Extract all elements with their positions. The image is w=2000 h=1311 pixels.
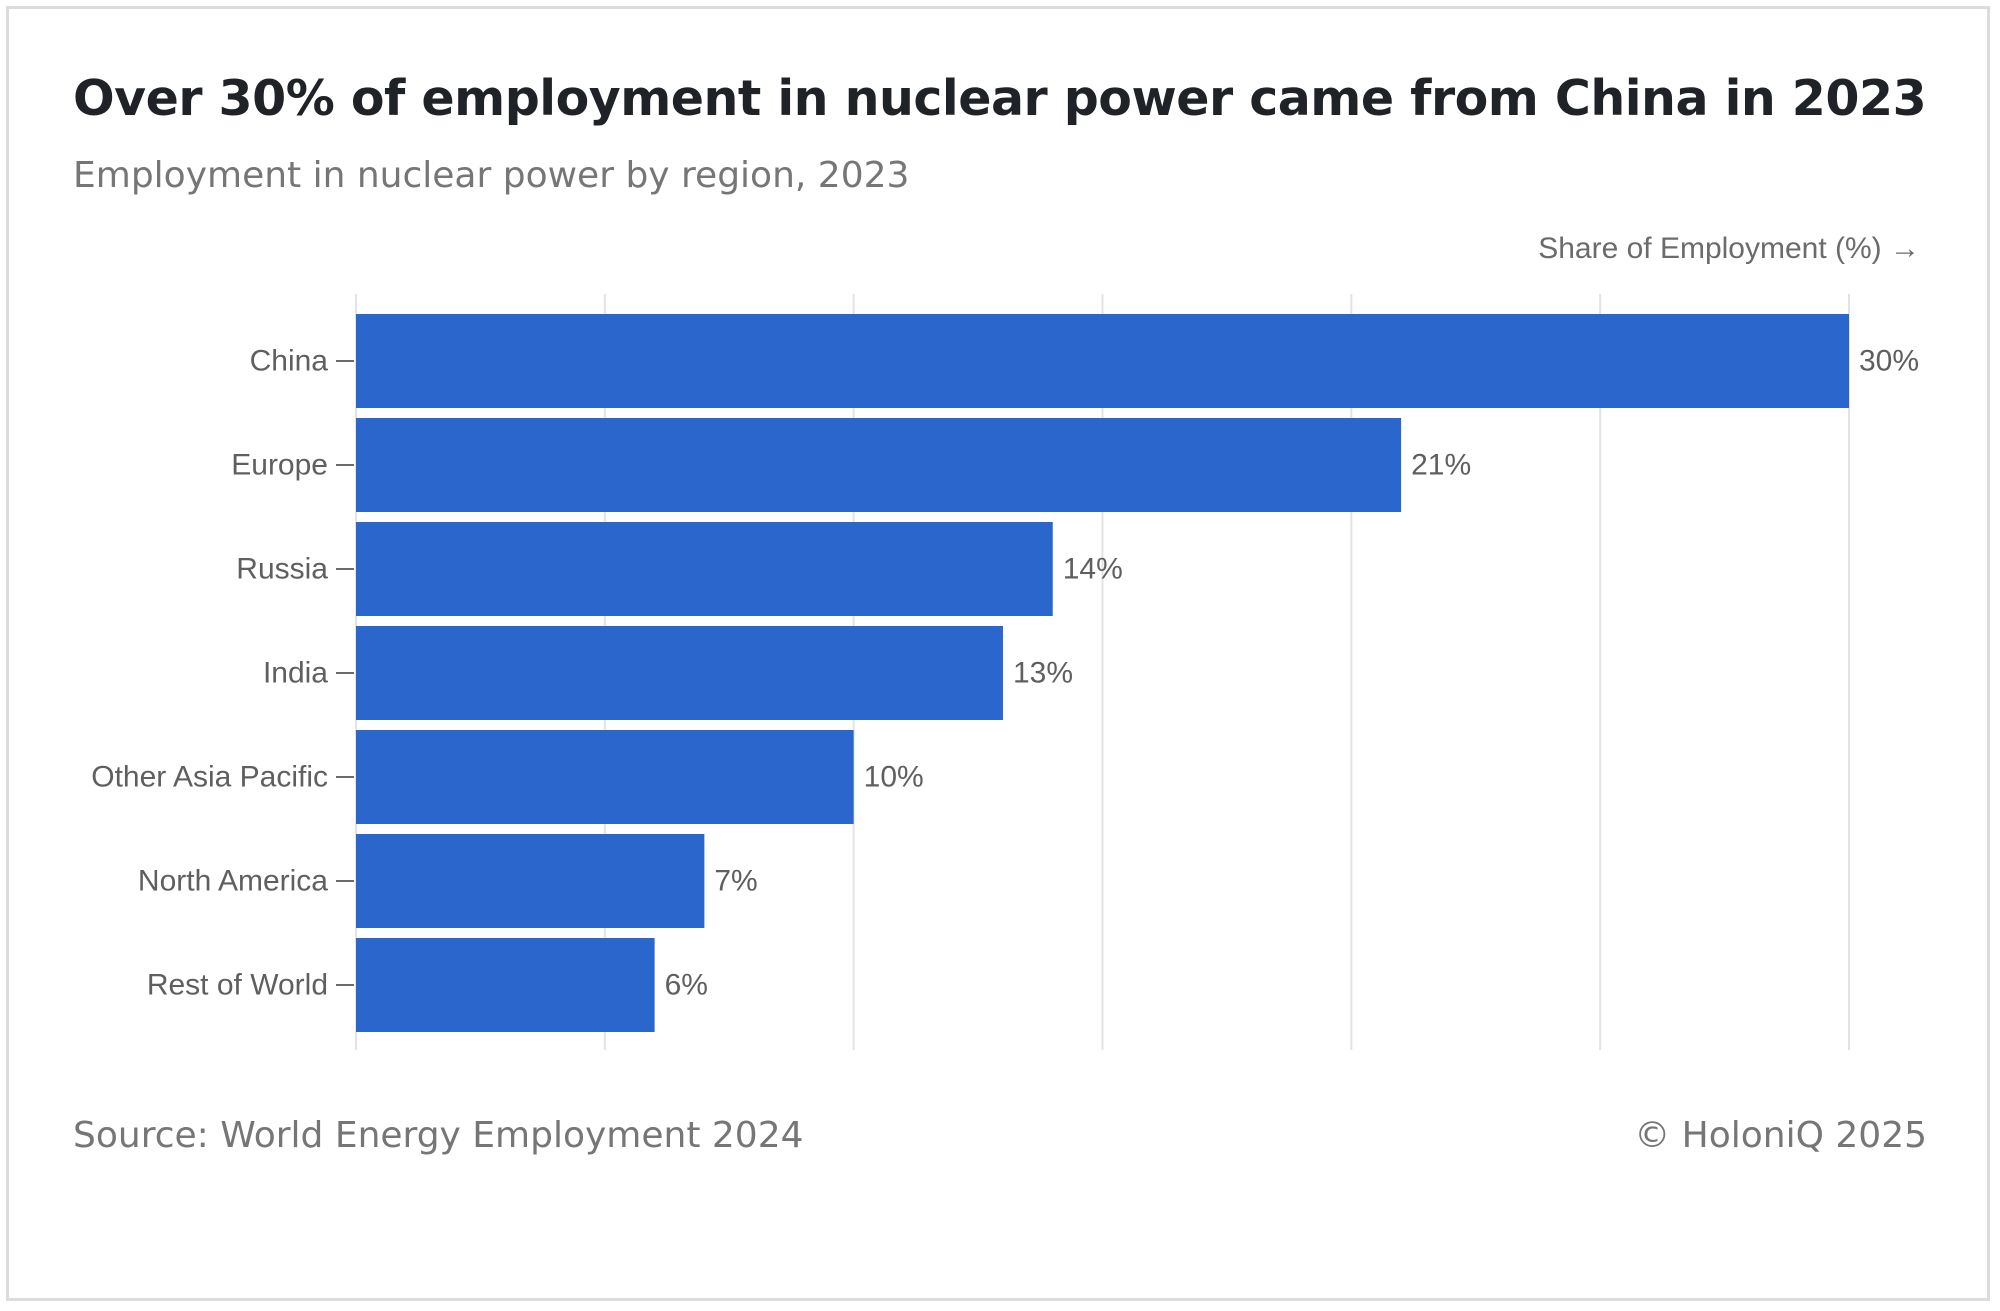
category-label: Rest of World bbox=[147, 969, 328, 1002]
category-label: Other Asia Pacific bbox=[91, 761, 328, 794]
category-label: North America bbox=[138, 865, 328, 898]
value-labels: 30% 21% 14% 13% 10% 7% 6% bbox=[665, 345, 1919, 1002]
bar bbox=[356, 314, 1849, 408]
category-label: China bbox=[250, 345, 329, 378]
bar bbox=[356, 626, 1003, 720]
chart-subtitle: Employment in nuclear power by region, 2… bbox=[73, 155, 910, 196]
source-note: Source: World Energy Employment 2024 bbox=[73, 1115, 804, 1156]
bars bbox=[356, 314, 1849, 1032]
copyright-note: © HoloniQ 2025 bbox=[1634, 1115, 1927, 1156]
category-label: Russia bbox=[236, 553, 328, 586]
value-label: 13% bbox=[1013, 657, 1073, 690]
value-label: 14% bbox=[1063, 553, 1123, 586]
value-label: 30% bbox=[1859, 345, 1919, 378]
chart-title: Over 30% of employment in nuclear power … bbox=[73, 70, 1927, 127]
x-axis-label: Share of Employment (%) → bbox=[1538, 232, 1920, 265]
value-label: 6% bbox=[665, 969, 708, 1002]
value-label: 21% bbox=[1411, 449, 1471, 482]
bar bbox=[356, 938, 655, 1032]
bar bbox=[356, 418, 1402, 512]
value-label: 10% bbox=[864, 761, 924, 794]
category-label: India bbox=[263, 657, 328, 690]
category-label: Europe bbox=[231, 449, 328, 482]
bar bbox=[356, 834, 705, 928]
y-axis: China Europe Russia India Other Asia Pacific… bbox=[91, 345, 354, 1002]
bar bbox=[356, 730, 854, 824]
value-label: 7% bbox=[714, 865, 757, 898]
bar bbox=[356, 522, 1053, 616]
